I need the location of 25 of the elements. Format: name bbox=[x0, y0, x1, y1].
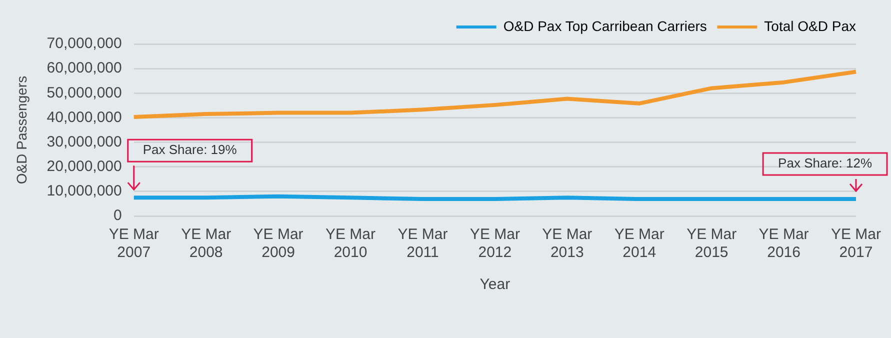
y-tick-label: 30,000,000 bbox=[46, 133, 122, 150]
x-tick-label: YE Mar 2012 bbox=[470, 226, 520, 262]
x-tick-label: YE Mar 2010 bbox=[326, 226, 376, 262]
y-axis-title: O&D Passengers bbox=[13, 76, 30, 184]
x-tick-label: YE Mar 2007 bbox=[108, 226, 159, 262]
x-tick-label: YE Mar 2009 bbox=[253, 226, 304, 262]
legend-label: Total O&D Pax bbox=[764, 18, 856, 34]
x-tick-label: YE Mar 2016 bbox=[758, 226, 809, 262]
annotation: Pax Share: 12% bbox=[778, 156, 872, 171]
x-axis-title: Year bbox=[480, 276, 510, 294]
y-tick-label: 10,000,000 bbox=[46, 182, 122, 200]
y-tick-label: 50,000,000 bbox=[46, 84, 122, 102]
y-tick-label: 20,000,000 bbox=[46, 158, 122, 175]
x-tick-label: YE Mar 2015 bbox=[686, 226, 737, 262]
x-tick-label: YE Mar 2013 bbox=[542, 226, 592, 262]
annotation: Pax Share: 19% bbox=[142, 142, 238, 158]
x-tick-label: YE Mar 2008 bbox=[181, 226, 232, 262]
legend-label: O&D Pax Top Carribean Carriers bbox=[503, 18, 707, 34]
y-tick-label: 70,000,000 bbox=[46, 35, 122, 52]
x-tick-label: YE Mar 2017 bbox=[830, 226, 882, 262]
y-tick-label: 60,000,000 bbox=[46, 60, 122, 77]
y-tick-label: 40,000,000 bbox=[46, 108, 122, 126]
x-tick-label: YE Mar 2011 bbox=[398, 226, 448, 262]
y-tick-label: 0 bbox=[114, 207, 122, 224]
x-tick-label: YE Mar 2014 bbox=[614, 226, 664, 262]
